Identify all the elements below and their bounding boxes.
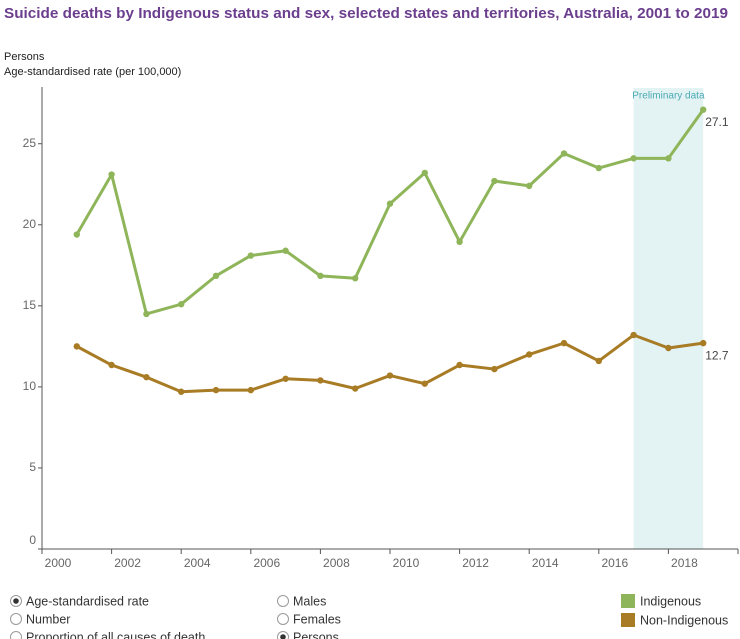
radio-label[interactable]: Males [293,594,326,608]
y-tick-label: 20 [23,217,37,231]
data-point [665,155,672,162]
series-line [75,108,705,316]
x-tick-label: 2008 [323,556,350,570]
series-line [76,333,704,394]
y-tick-label: 10 [23,379,37,393]
data-point [143,310,150,318]
data-point [386,200,394,207]
data-point [108,171,115,178]
data-point [700,106,707,113]
data-point [73,231,81,238]
data-point [178,301,185,308]
radio-label[interactable]: Proportion of all causes of death [26,630,205,639]
data-point [421,169,428,177]
data-point [282,375,289,382]
data-point [700,339,707,347]
chart-title: Suicide deaths by Indigenous status and … [4,6,728,22]
data-point [526,182,533,190]
radio-dot [280,634,286,639]
radio-label[interactable]: Persons [293,630,339,639]
x-tick-label: 2000 [45,556,72,570]
data-point [665,344,672,352]
y-axis-label: Age-standardised rate (per 100,000) [4,66,181,78]
x-tick-label: 2014 [532,556,559,570]
radio-dot [13,598,19,604]
data-point [247,386,254,394]
data-point [352,275,359,282]
data-label: 27.1 [705,115,729,129]
data-point [317,272,324,280]
x-tick-label: 2012 [462,556,489,570]
data-point [247,252,254,259]
data-point [456,361,463,369]
data-point [73,343,81,350]
radio-label[interactable]: Number [26,612,70,626]
data-point [526,351,533,358]
x-tick-label: 2016 [601,556,628,570]
x-tick-label: 2006 [253,556,280,570]
x-tick-label: 2004 [184,556,211,570]
radio-button[interactable] [10,631,22,639]
data-point [282,247,289,254]
legend-swatch [621,613,635,627]
y-tick-label: 25 [23,136,37,150]
radio-button[interactable] [277,613,289,625]
data-point [143,373,150,381]
preliminary-label: Preliminary data [632,91,705,102]
data-point [491,177,498,185]
data-point [108,361,115,369]
data-point [352,385,359,392]
data-point [178,388,185,395]
data-label: 12.7 [705,348,729,362]
preliminary-region [633,88,704,549]
legend-label: Indigenous [640,594,701,608]
data-point [560,150,568,157]
data-point [595,164,602,172]
data-point [386,372,394,379]
chart-subtitle: Persons [4,51,45,63]
radio-label[interactable]: Females [293,612,341,626]
y-tick-label: 15 [23,298,37,312]
data-point [212,386,220,394]
legend-swatch [621,594,635,608]
x-tick-label: 2002 [114,556,141,570]
x-tick-label: 2010 [393,556,420,570]
legend-label: Non-Indigenous [640,613,728,627]
data-point [595,357,602,365]
radio-button[interactable] [277,595,289,607]
data-point [212,272,220,280]
data-point [630,331,637,339]
radio-button[interactable] [10,613,22,625]
y-tick-label: 5 [29,460,36,474]
data-point [630,155,637,162]
data-point [456,238,463,246]
data-point [491,365,498,373]
y-tick-label: 0 [29,533,36,547]
data-point [317,377,324,384]
data-point [421,380,428,387]
data-point [560,339,568,347]
radio-label[interactable]: Age-standardised rate [26,594,149,608]
x-tick-label: 2018 [671,556,698,570]
